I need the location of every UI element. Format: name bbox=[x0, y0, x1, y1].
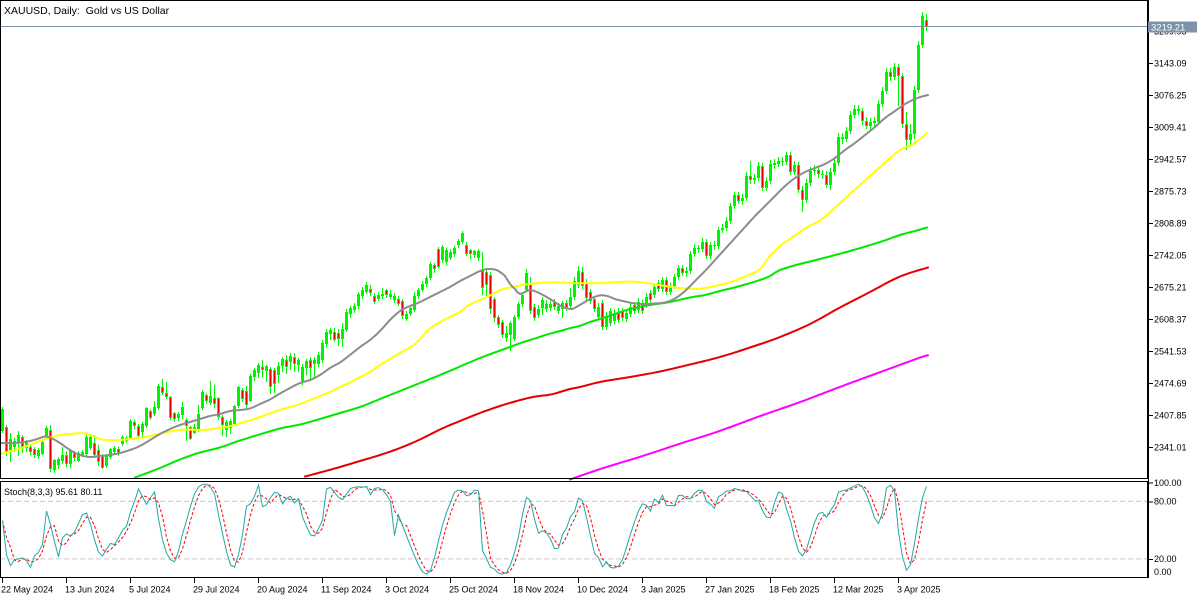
svg-text:2742.05: 2742.05 bbox=[1154, 250, 1187, 260]
svg-text:XAUUSD, Daily: Gold vs US Dol: XAUUSD, Daily: Gold vs US Dollar bbox=[4, 5, 170, 17]
svg-text:2942.57: 2942.57 bbox=[1154, 154, 1187, 164]
svg-text:2608.37: 2608.37 bbox=[1154, 314, 1187, 324]
svg-text:20.00: 20.00 bbox=[1154, 554, 1177, 564]
svg-text:18 Nov 2024: 18 Nov 2024 bbox=[513, 585, 564, 595]
svg-text:3009.41: 3009.41 bbox=[1154, 122, 1187, 132]
svg-text:100.00: 100.00 bbox=[1154, 478, 1182, 488]
svg-text:18 Feb 2025: 18 Feb 2025 bbox=[769, 585, 820, 595]
svg-text:13 Jun 2024: 13 Jun 2024 bbox=[65, 585, 115, 595]
svg-text:12 Mar 2025: 12 Mar 2025 bbox=[833, 585, 884, 595]
svg-text:22 May 2024: 22 May 2024 bbox=[1, 585, 53, 595]
svg-text:2541.53: 2541.53 bbox=[1154, 346, 1187, 356]
svg-text:29 Jul 2024: 29 Jul 2024 bbox=[193, 585, 240, 595]
svg-text:80.00: 80.00 bbox=[1154, 497, 1177, 507]
svg-text:3076.25: 3076.25 bbox=[1154, 90, 1187, 100]
svg-text:11 Sep 2024: 11 Sep 2024 bbox=[321, 585, 371, 595]
svg-text:3 Jan 2025: 3 Jan 2025 bbox=[641, 585, 686, 595]
svg-text:10 Dec 2024: 10 Dec 2024 bbox=[577, 585, 628, 595]
svg-text:2474.69: 2474.69 bbox=[1154, 378, 1187, 388]
svg-text:2407.85: 2407.85 bbox=[1154, 410, 1187, 420]
svg-text:3143.09: 3143.09 bbox=[1154, 58, 1187, 68]
svg-text:5 Jul 2024: 5 Jul 2024 bbox=[129, 585, 171, 595]
svg-text:2808.89: 2808.89 bbox=[1154, 218, 1187, 228]
svg-text:20 Aug 2024: 20 Aug 2024 bbox=[257, 585, 308, 595]
svg-text:2675.21: 2675.21 bbox=[1154, 282, 1187, 292]
svg-text:Stoch(8,3,3) 95.61 80.11: Stoch(8,3,3) 95.61 80.11 bbox=[4, 487, 102, 497]
svg-text:2875.73: 2875.73 bbox=[1154, 186, 1187, 196]
svg-text:25 Oct 2024: 25 Oct 2024 bbox=[449, 585, 498, 595]
svg-text:3 Apr 2025: 3 Apr 2025 bbox=[897, 585, 941, 595]
svg-text:3219.21: 3219.21 bbox=[1151, 22, 1185, 33]
svg-text:2341.01: 2341.01 bbox=[1154, 442, 1187, 452]
svg-text:3 Oct 2024: 3 Oct 2024 bbox=[385, 585, 429, 595]
svg-text:27 Jan 2025: 27 Jan 2025 bbox=[705, 585, 755, 595]
svg-text:0.00: 0.00 bbox=[1154, 567, 1172, 577]
